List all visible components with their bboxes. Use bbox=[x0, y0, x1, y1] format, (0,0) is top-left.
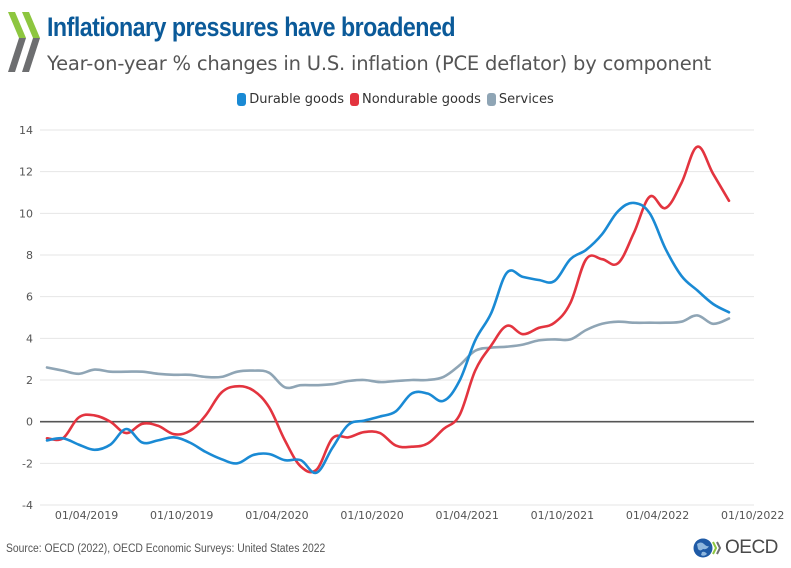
x-tick-label: 01/10/2021 bbox=[531, 509, 594, 522]
x-tick-label: 01/10/2019 bbox=[150, 509, 213, 522]
gridlines bbox=[40, 129, 754, 506]
series-line-services[interactable] bbox=[45, 314, 731, 390]
y-axis-tick-labels: -4 -2 0 2 4 6 8 10 12 14 bbox=[19, 124, 33, 512]
series-lines bbox=[45, 145, 731, 475]
y-tick-label: 2 bbox=[26, 374, 33, 387]
y-tick-label: 10 bbox=[19, 207, 33, 220]
chart-title: Inflationary pressures have broadened bbox=[47, 12, 456, 42]
chart-subtitle: Year-on-year % changes in U.S. inflation… bbox=[47, 52, 712, 75]
y-tick-label: 12 bbox=[19, 166, 33, 179]
oecd-chevron-logo-icon bbox=[8, 12, 40, 72]
x-tick-label: 01/04/2021 bbox=[436, 509, 499, 522]
globe-icon bbox=[693, 538, 722, 558]
legend-swatch-services bbox=[486, 93, 496, 106]
legend-label-durable: Durable goods bbox=[249, 92, 344, 107]
series-line-nondurable[interactable] bbox=[45, 145, 731, 474]
x-tick-label: 01/10/2020 bbox=[340, 509, 403, 522]
logo-chevron-green-right bbox=[22, 12, 40, 38]
y-tick-label: 14 bbox=[19, 124, 33, 137]
legend-swatch-nondurable bbox=[350, 93, 359, 106]
legend-item-nondurable-goods[interactable]: Nondurable goods bbox=[350, 92, 481, 107]
x-tick-label: 01/04/2019 bbox=[55, 509, 118, 522]
oecd-logo: OECD bbox=[693, 537, 778, 559]
source-note: Source: OECD (2022), OECD Economic Surve… bbox=[6, 543, 326, 555]
legend-item-durable-goods[interactable]: Durable goods bbox=[237, 92, 344, 107]
x-tick-label: 01/04/2020 bbox=[245, 509, 308, 522]
logo-chevron-grey-left bbox=[8, 38, 26, 72]
y-tick-label: -2 bbox=[22, 457, 33, 470]
y-tick-label: 0 bbox=[26, 416, 33, 429]
legend-item-services[interactable]: Services bbox=[486, 92, 554, 107]
legend-swatch-durable bbox=[237, 93, 247, 106]
legend-label-services: Services bbox=[498, 92, 554, 107]
y-tick-label: -4 bbox=[22, 499, 33, 512]
y-tick-label: 8 bbox=[26, 249, 33, 262]
logo-chevron-grey-right bbox=[22, 38, 40, 72]
legend-label-nondurable: Nondurable goods bbox=[362, 92, 481, 107]
x-tick-label: 01/04/2022 bbox=[626, 509, 689, 522]
x-axis-tick-labels: 01/04/2019 01/10/2019 01/04/2020 01/10/2020… bbox=[55, 509, 785, 522]
series-line-durable[interactable] bbox=[45, 201, 731, 475]
y-tick-label: 6 bbox=[26, 291, 33, 304]
y-tick-label: 4 bbox=[26, 332, 33, 345]
legend: Durable goods Nondurable goods Services bbox=[0, 92, 791, 107]
oecd-logo-text: OECD bbox=[725, 537, 778, 558]
logo-chevron-green-left bbox=[8, 12, 26, 38]
x-tick-label: 01/10/2022 bbox=[721, 509, 784, 522]
